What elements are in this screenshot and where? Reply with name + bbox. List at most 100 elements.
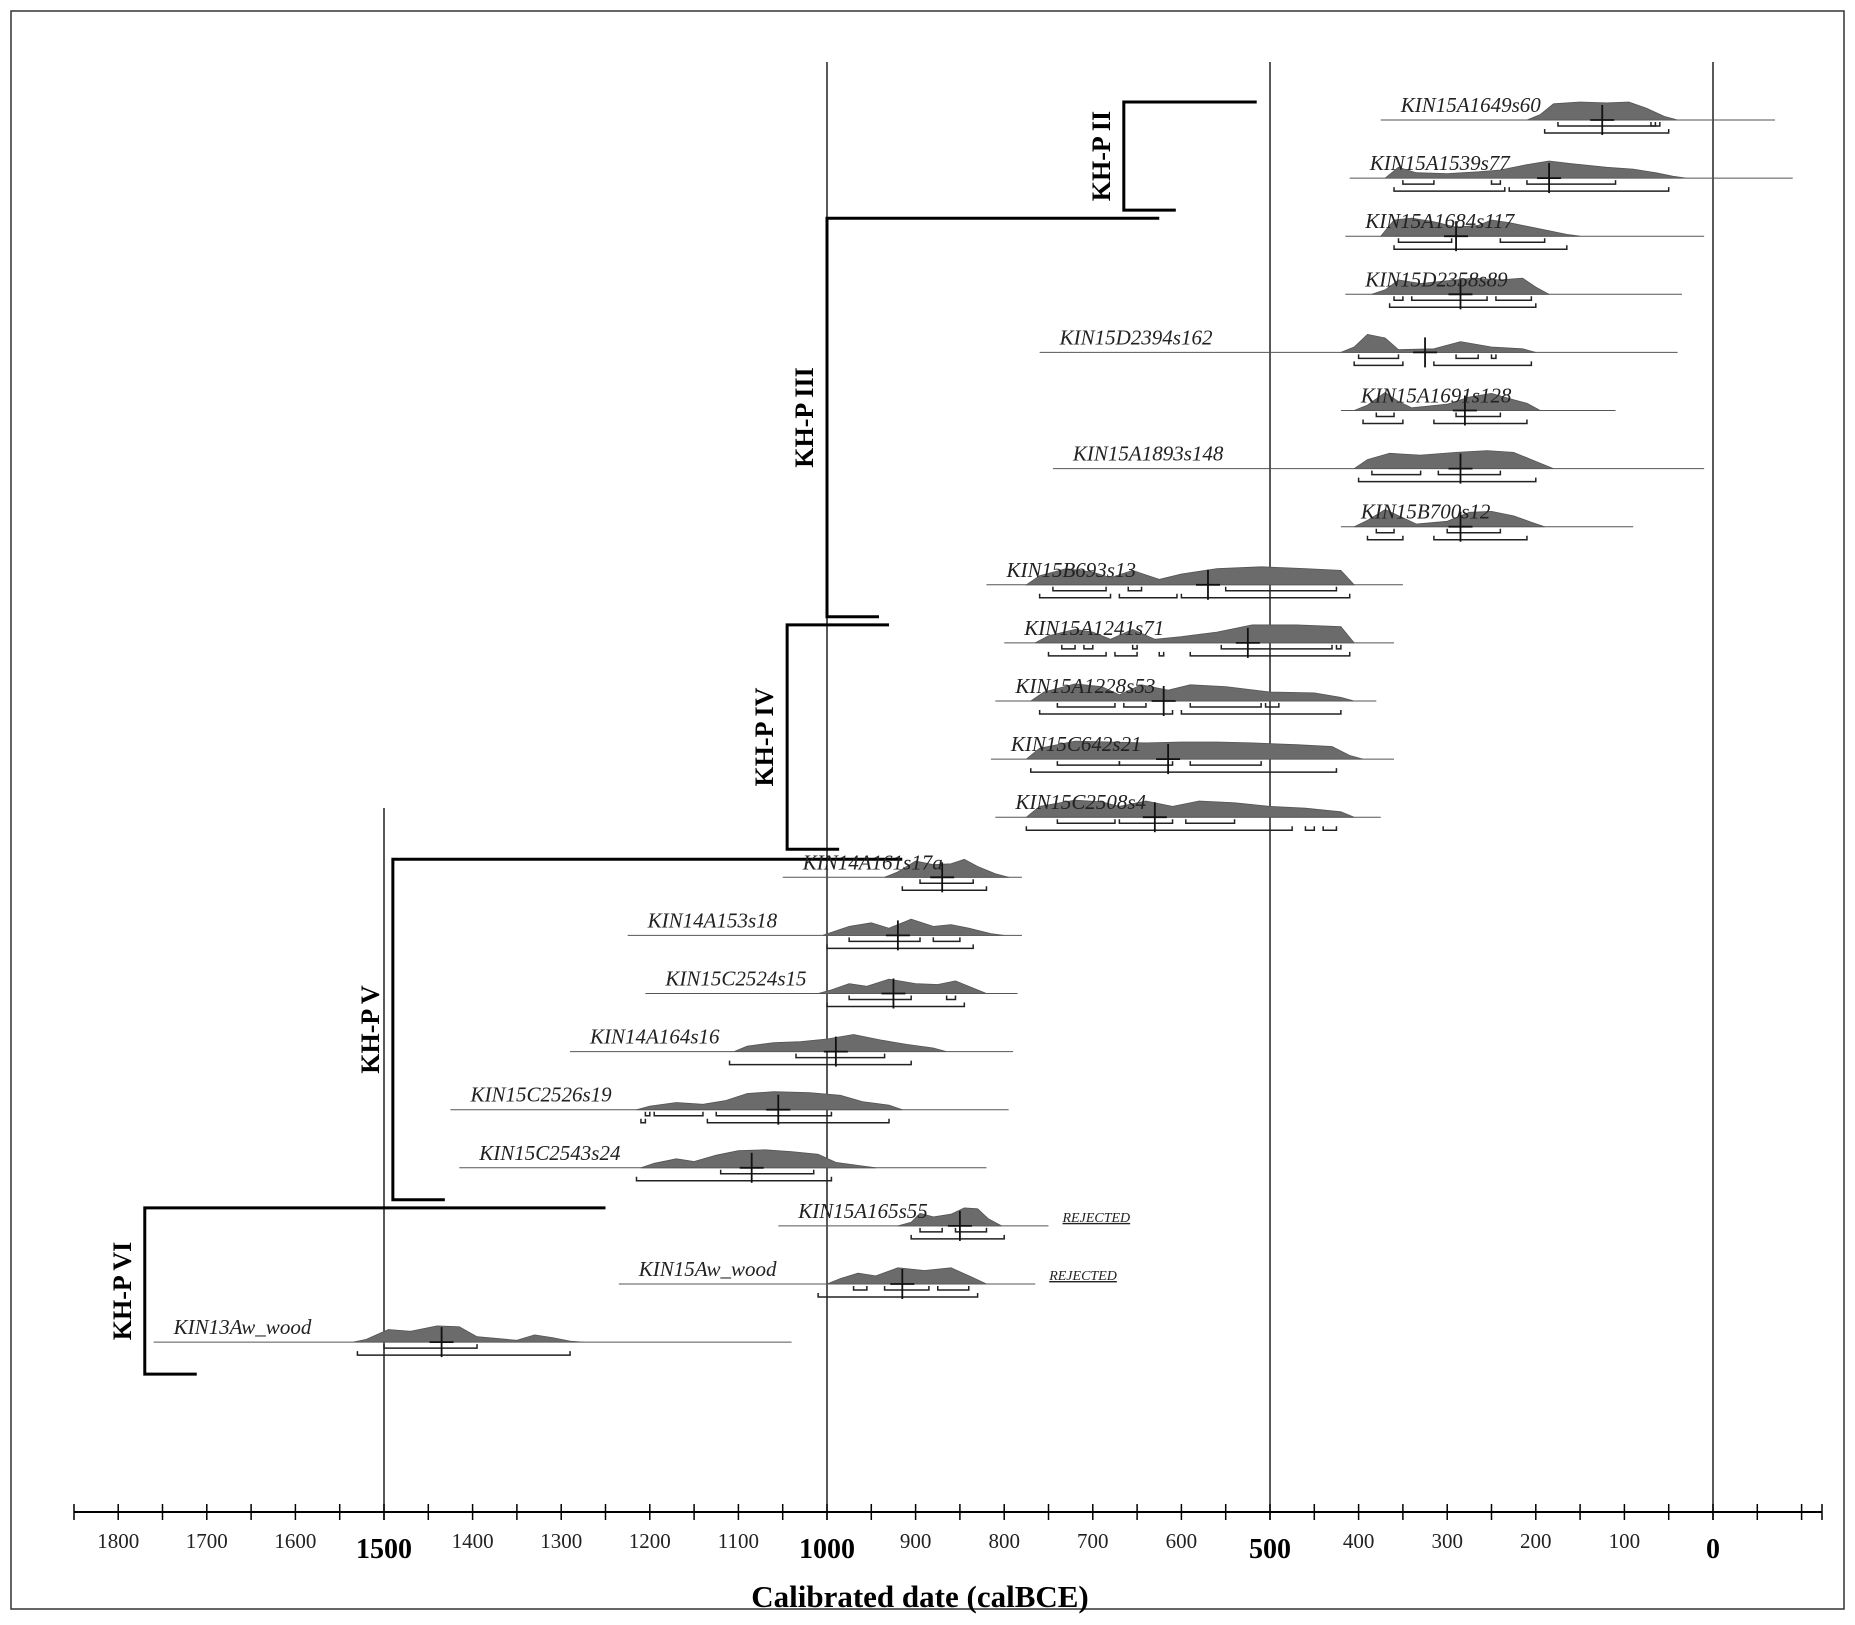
- hpd-95-bracket: [910, 1234, 1005, 1240]
- sample-label: KIN15B700s12: [1360, 500, 1491, 524]
- hpd-95-bracket: [1030, 768, 1338, 773]
- phase-bracket: [143, 1206, 606, 1376]
- probability-distribution: [1353, 509, 1545, 528]
- x-tick-label: 1700: [186, 1529, 228, 1553]
- hpd-68-bracket: [1411, 296, 1488, 302]
- hpd-68-bracket: [1650, 122, 1661, 127]
- hpd-95-bracket: [1433, 361, 1533, 367]
- hpd-95-bracket: [1180, 593, 1351, 599]
- hpd-68-bracket: [1490, 180, 1502, 185]
- x-tick-label: 1600: [274, 1529, 316, 1553]
- x-tick-label: 800: [988, 1529, 1020, 1553]
- probability-distribution: [1025, 566, 1356, 586]
- hpd-95-bracket: [1393, 245, 1568, 250]
- x-tick-label: 0: [1706, 1534, 1720, 1565]
- hpd-68-bracket: [1446, 528, 1502, 534]
- phase-label: KH-P V: [356, 985, 385, 1074]
- hpd-68-bracket: [1224, 586, 1338, 592]
- probability-distribution: [352, 1325, 584, 1343]
- probability-distribution: [1340, 333, 1536, 353]
- probability-distribution: [1025, 740, 1364, 760]
- x-tick-label: 1300: [540, 1529, 582, 1553]
- hpd-95-bracket: [826, 1002, 966, 1008]
- hpd-95-bracket: [635, 1176, 833, 1182]
- hpd-68-bracket: [1056, 703, 1116, 708]
- probability-distribution: [1354, 392, 1541, 411]
- sample-row: KIN15C2524s15: [645, 967, 1018, 1009]
- hpd-68-bracket: [919, 879, 974, 885]
- hpd-68-bracket: [1397, 238, 1453, 243]
- x-tick-label: 1400: [452, 1529, 494, 1553]
- hpd-68-bracket: [1335, 644, 1342, 650]
- phase-bracket: [825, 216, 1160, 619]
- x-tick-label: 1800: [97, 1529, 139, 1553]
- probability-distribution: [818, 978, 987, 994]
- probability-distribution: [636, 1091, 903, 1111]
- hpd-95-bracket: [817, 1293, 979, 1298]
- sample-row: KIN15A1893s148: [1052, 442, 1705, 484]
- sample-label: KIN15A1691s128: [1360, 384, 1512, 408]
- sample-label: KIN15A1649s60: [1400, 93, 1542, 117]
- x-tick-label: 400: [1343, 1529, 1375, 1553]
- probability-distribution: [897, 1207, 1002, 1227]
- x-tick-label: 300: [1431, 1529, 1463, 1553]
- probability-distribution: [1379, 217, 1581, 237]
- hpd-95-bracket: [1357, 477, 1537, 483]
- hpd-68-bracket: [1526, 180, 1617, 185]
- x-tick-label: 100: [1609, 1529, 1641, 1553]
- hpd-68-bracket: [1118, 761, 1174, 766]
- sample-label: KIN15Aw_wood: [638, 1257, 777, 1281]
- hpd-95-bracket: [706, 1118, 890, 1124]
- probability-distribution: [733, 1034, 947, 1052]
- sample-label: KIN15C2543s24: [478, 1141, 621, 1165]
- phase-label: KH-P III: [790, 367, 819, 467]
- sample-row: KIN15A1684s117: [1345, 209, 1705, 252]
- sample-row: KIN15A1649s60: [1380, 93, 1776, 135]
- sample-row: KIN15A1228s53: [995, 674, 1377, 716]
- hpd-68-bracket: [1499, 238, 1546, 243]
- x-tick-label: 200: [1520, 1529, 1552, 1553]
- sample-label: KIN15A1241s71: [1023, 616, 1164, 640]
- x-tick-label: 900: [900, 1529, 932, 1553]
- phase-bracket: [785, 623, 890, 851]
- hpd-95-bracket: [1393, 187, 1506, 192]
- sample-label: KIN15A1893s148: [1072, 442, 1224, 466]
- hpd-95-bracket: [1433, 419, 1528, 425]
- sample-row: KIN15A165s55 REJECTED: [778, 1199, 1130, 1241]
- probability-distribution: [640, 1149, 876, 1169]
- sample-label: KIN13Aw_wood: [173, 1315, 312, 1339]
- x-tick-label: 500: [1249, 1534, 1291, 1565]
- hpd-68-bracket: [1490, 354, 1497, 360]
- sample-label: KIN15C642s21: [1010, 732, 1142, 756]
- hpd-68-bracket: [1455, 412, 1502, 418]
- sample-row: KIN15C642s21: [990, 732, 1395, 775]
- probability-distribution: [826, 1267, 987, 1285]
- hpd-68-bracket: [795, 1053, 886, 1059]
- hpd-68-bracket: [1437, 470, 1502, 476]
- hpd-68-bracket: [1393, 296, 1404, 302]
- sample-rows: KIN15A1649s60 KIN15A1539s77 KIN15A1684s117…: [153, 93, 1793, 1358]
- sample-label: KIN15A1539s77: [1369, 151, 1512, 175]
- sample-row: KIN15A1241s71: [1004, 616, 1395, 658]
- hpd-68-bracket: [1127, 586, 1143, 592]
- sample-row: KIN15B693s13: [986, 558, 1403, 600]
- hpd-68-bracket: [719, 1169, 815, 1175]
- hpd-95-bracket: [1366, 535, 1404, 541]
- x-axis-title: Calibrated date (calBCE): [751, 1579, 1089, 1614]
- probability-distribution: [1384, 160, 1687, 179]
- hpd-68-bracket: [1455, 354, 1479, 360]
- hpd-68-bracket: [1264, 703, 1280, 708]
- hpd-68-bracket: [1189, 703, 1262, 708]
- hpd-68-bracket: [1495, 296, 1533, 302]
- hpd-68-bracket: [1083, 644, 1094, 650]
- sample-label: KIN14A164s16: [589, 1025, 720, 1049]
- hpd-95-bracket: [1118, 593, 1178, 599]
- phase-label: KH-P II: [1087, 111, 1116, 201]
- frame-border: [10, 10, 1845, 1610]
- sample-row: KIN15D2394s162: [1039, 325, 1678, 368]
- sample-row: KIN14A164s16: [570, 1025, 1014, 1067]
- sample-label: KIN15B693s13: [1005, 558, 1136, 582]
- hpd-68-bracket: [1061, 644, 1076, 650]
